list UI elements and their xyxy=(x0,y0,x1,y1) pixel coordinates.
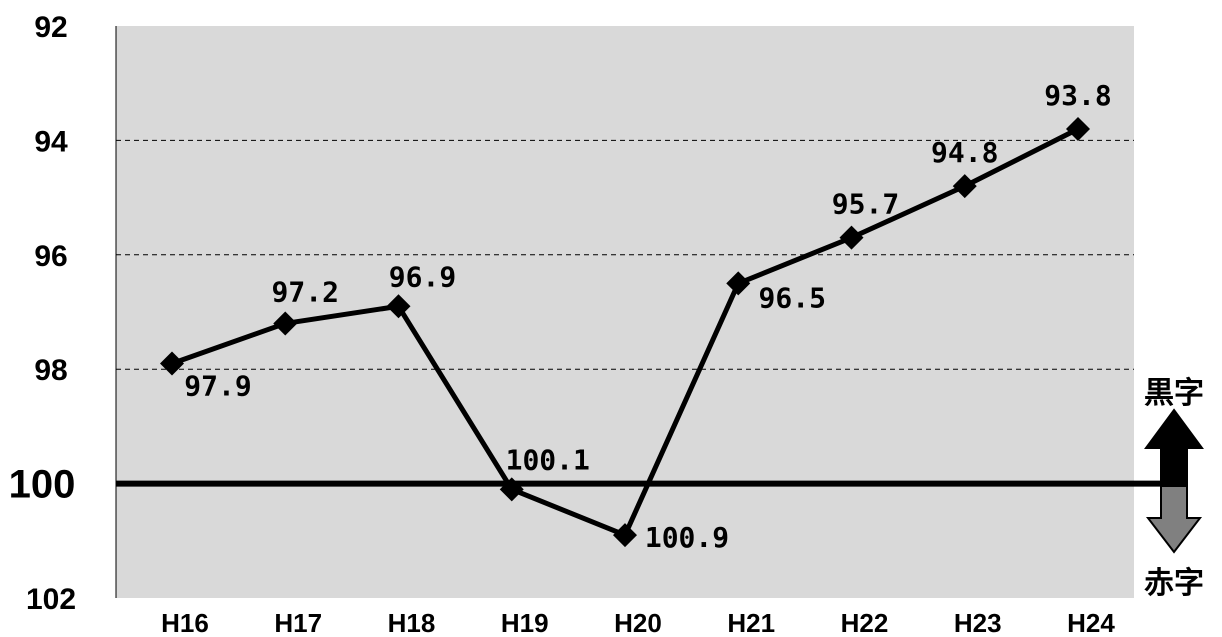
y-axis-ticks: 92 94 96 98 100 102 xyxy=(9,11,76,616)
x-tick-label: H24 xyxy=(1067,608,1115,637)
data-point-marker xyxy=(839,225,864,250)
x-tick-label: H16 xyxy=(161,608,209,637)
gridlines xyxy=(116,139,1134,370)
data-label: 97.2 xyxy=(272,275,339,308)
legend-deficit-label: 赤字 xyxy=(1144,566,1204,601)
data-label: 97.9 xyxy=(184,369,251,402)
data-point-marker xyxy=(1066,116,1090,141)
data-label: 94.8 xyxy=(931,136,998,169)
x-tick-label: H20 xyxy=(614,608,662,637)
y-tick-label: 98 xyxy=(34,354,67,387)
y-tick-label: 100 xyxy=(9,463,76,507)
x-tick-label: H19 xyxy=(501,608,549,637)
y-tick-label: 96 xyxy=(34,240,67,273)
data-label: 96.9 xyxy=(389,260,456,293)
x-tick-label: H23 xyxy=(954,608,1002,637)
data-label: 95.7 xyxy=(832,188,899,221)
y-tick-label: 94 xyxy=(34,125,68,158)
data-point-marker xyxy=(273,311,298,336)
x-tick-label: H22 xyxy=(841,608,889,637)
legend-surplus-label: 黒字 xyxy=(1144,376,1204,411)
data-points xyxy=(160,116,1090,548)
balance-legend: 黒字 赤字 xyxy=(1144,376,1204,601)
y-tick-label: 92 xyxy=(34,11,67,44)
data-point-marker xyxy=(952,174,977,199)
data-point-marker xyxy=(613,523,637,548)
x-tick-label: H17 xyxy=(274,608,322,637)
surplus-arrow-icon xyxy=(1144,408,1204,487)
data-label: 96.5 xyxy=(759,281,826,314)
plot-area xyxy=(116,26,1134,598)
data-label: 100.9 xyxy=(645,521,729,554)
y-tick-label: 102 xyxy=(26,583,76,616)
data-point-marker xyxy=(499,477,524,502)
data-point-marker xyxy=(386,294,411,319)
data-labels: 97.9 97.2 96.9 100.1 100.9 96.5 95.7 94.8 93.8 xyxy=(184,79,1111,554)
data-point-marker xyxy=(726,271,751,296)
data-label: 100.1 xyxy=(506,443,590,476)
x-tick-label: H18 xyxy=(388,608,436,637)
x-tick-label: H21 xyxy=(727,608,775,637)
x-axis-ticks: H16 H17 H18 H19 H20 H21 H22 H23 H24 xyxy=(161,608,1115,637)
data-label: 93.8 xyxy=(1044,79,1111,112)
deficit-arrow-icon xyxy=(1145,485,1203,554)
data-point-marker xyxy=(160,351,184,376)
